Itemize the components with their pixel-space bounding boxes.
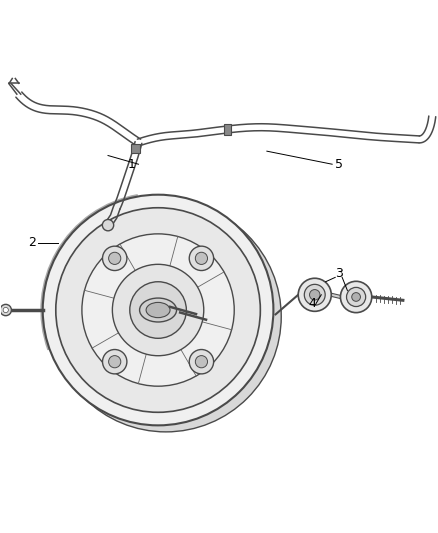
Circle shape bbox=[0, 304, 11, 316]
Circle shape bbox=[109, 356, 121, 368]
Circle shape bbox=[195, 252, 208, 264]
FancyBboxPatch shape bbox=[131, 144, 140, 154]
FancyBboxPatch shape bbox=[224, 124, 231, 135]
Circle shape bbox=[340, 281, 372, 313]
Circle shape bbox=[3, 308, 8, 313]
Ellipse shape bbox=[140, 298, 177, 322]
Circle shape bbox=[56, 208, 260, 413]
Circle shape bbox=[195, 356, 208, 368]
Circle shape bbox=[43, 195, 273, 425]
Circle shape bbox=[298, 278, 331, 311]
Circle shape bbox=[189, 350, 214, 374]
Circle shape bbox=[50, 201, 281, 432]
Text: 2: 2 bbox=[28, 236, 36, 249]
Circle shape bbox=[102, 220, 114, 231]
Circle shape bbox=[346, 287, 366, 306]
Circle shape bbox=[82, 234, 234, 386]
Circle shape bbox=[113, 264, 204, 356]
Circle shape bbox=[109, 252, 121, 264]
Circle shape bbox=[130, 282, 186, 338]
Circle shape bbox=[304, 284, 325, 305]
Circle shape bbox=[102, 350, 127, 374]
Text: 3: 3 bbox=[335, 266, 343, 279]
Text: 5: 5 bbox=[335, 158, 343, 171]
Text: 4: 4 bbox=[309, 297, 317, 310]
Circle shape bbox=[189, 246, 214, 271]
Circle shape bbox=[310, 289, 320, 300]
Text: 1: 1 bbox=[128, 158, 136, 171]
Circle shape bbox=[102, 246, 127, 271]
Circle shape bbox=[352, 293, 360, 301]
Ellipse shape bbox=[146, 302, 170, 318]
